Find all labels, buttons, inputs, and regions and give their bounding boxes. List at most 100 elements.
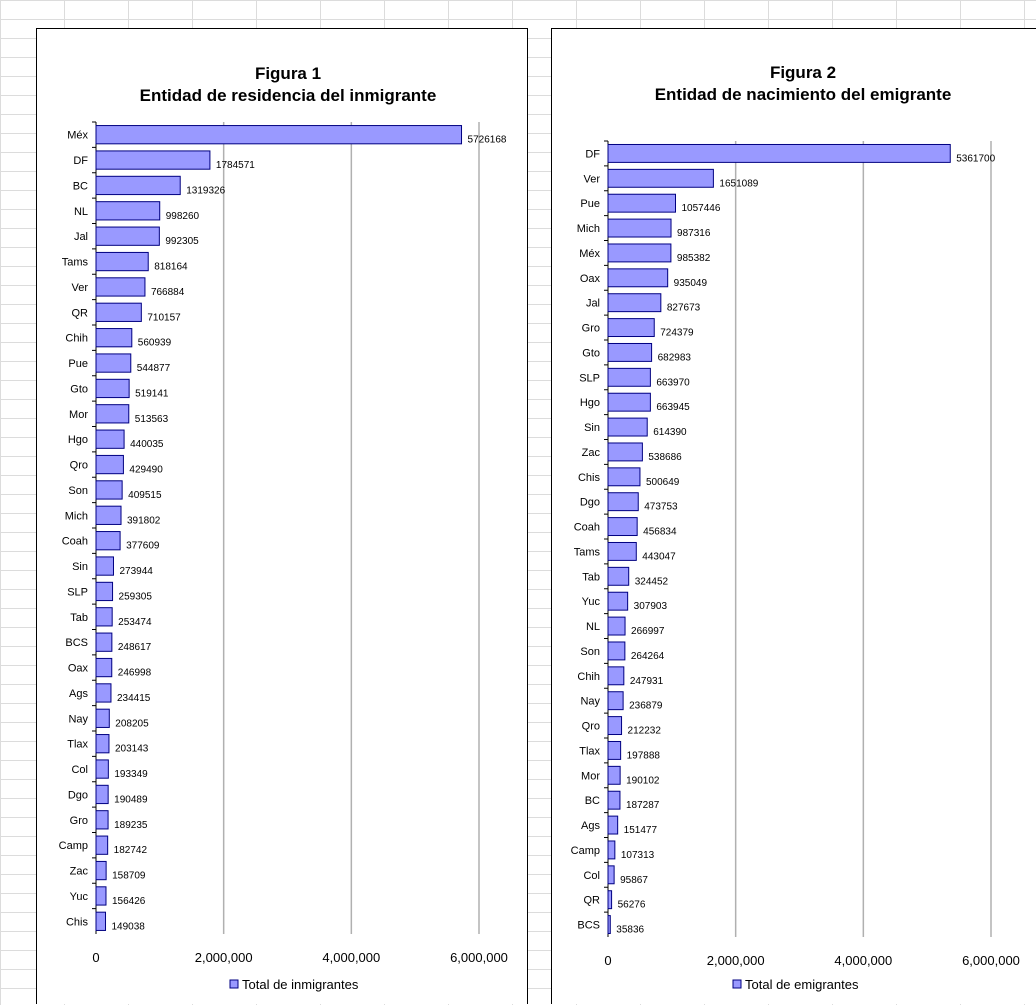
bar (95, 378, 130, 399)
bar (95, 556, 114, 576)
value-label: 987316 (677, 228, 711, 239)
value-label: 1319326 (186, 185, 225, 196)
x-tick-label: 4,000,000 (322, 950, 380, 965)
bar (607, 815, 619, 835)
value-label: 248617 (118, 642, 152, 653)
category-label: Camp (571, 845, 600, 857)
category-label: Chis (66, 916, 89, 928)
bar (95, 632, 113, 652)
bar (95, 581, 114, 602)
category-label: Gto (582, 347, 600, 359)
value-label: 710157 (147, 312, 181, 323)
bar (607, 890, 613, 910)
value-label: 190102 (626, 775, 660, 786)
chart-subtitle: Entidad de nacimiento del emigrante (655, 85, 952, 104)
value-label: 1784571 (216, 160, 255, 171)
value-label: 190489 (114, 794, 148, 805)
value-label: 212232 (628, 726, 662, 737)
category-label: Tlax (579, 745, 600, 757)
bar (607, 716, 623, 736)
category-label: SLP (67, 586, 88, 598)
bar (95, 429, 125, 449)
x-tick-label: 6,000,000 (962, 953, 1020, 968)
bar (95, 454, 124, 475)
value-label: 197888 (627, 750, 661, 761)
bar (607, 915, 611, 935)
value-label: 560939 (138, 338, 172, 349)
chart-title: Figura 1 (255, 64, 321, 83)
category-label: SLP (579, 372, 600, 384)
value-label: 35836 (616, 925, 644, 936)
value-label: 544877 (137, 363, 171, 374)
bar (607, 293, 662, 313)
category-label: Mich (65, 510, 88, 522)
category-label: Mor (581, 770, 600, 782)
category-label: Pue (68, 358, 88, 370)
bar (607, 591, 629, 611)
legend-swatch (229, 979, 239, 989)
x-tick-label: 2,000,000 (195, 950, 253, 965)
category-label: Yuc (582, 596, 601, 608)
category-label: Oax (68, 663, 89, 675)
bar (95, 328, 133, 348)
category-label: Tams (62, 257, 89, 269)
value-label: 236879 (629, 701, 663, 712)
category-label: Dgo (580, 497, 600, 509)
bar (607, 691, 624, 711)
value-label: 443047 (642, 551, 676, 562)
legend-label: Total de inmigrantes (242, 977, 359, 992)
category-label: Dgo (68, 789, 88, 801)
category-label: DF (585, 148, 600, 160)
value-label: 234415 (117, 693, 151, 704)
bar (607, 143, 951, 163)
value-label: 538686 (648, 452, 682, 463)
category-label: Qro (582, 721, 600, 733)
bar (95, 150, 211, 170)
bar (95, 810, 109, 830)
bar (95, 886, 107, 906)
value-label: 391802 (127, 515, 161, 526)
category-label: Tab (70, 612, 88, 624)
chart-figura-2: Figura 2 Entidad de nacimiento del emigra… (571, 63, 1020, 992)
bar (607, 740, 622, 760)
bar (95, 835, 109, 855)
value-label: 1651089 (719, 178, 758, 189)
x-tick-label: 0 (92, 950, 99, 965)
chart-panel-figura-1: Figura 1 Entidad de residencia del inmigr… (36, 28, 528, 1004)
value-label: 827673 (667, 303, 701, 314)
value-label: 246998 (118, 668, 152, 679)
category-label: Col (583, 870, 600, 882)
bar (607, 865, 615, 885)
category-label: QR (72, 307, 89, 319)
category-label: Col (71, 764, 88, 776)
value-label: 409515 (128, 490, 162, 501)
bar (95, 505, 122, 525)
bar (607, 492, 639, 512)
value-label: 935049 (674, 278, 708, 289)
category-label: BC (585, 795, 600, 807)
x-tick-label: 4,000,000 (834, 953, 892, 968)
category-label: Mor (69, 409, 88, 421)
category-label: Zac (582, 447, 601, 459)
value-label: 1057446 (682, 203, 721, 214)
value-label: 189235 (114, 820, 148, 831)
category-label: Chis (578, 472, 601, 484)
category-label: NL (74, 206, 88, 218)
bar (95, 353, 132, 373)
category-label: Tab (582, 571, 600, 583)
bar (607, 318, 655, 338)
bar (95, 201, 161, 221)
value-label: 264264 (631, 651, 665, 662)
bar (95, 302, 142, 322)
category-label: NL (586, 621, 600, 633)
bar (95, 277, 146, 297)
bar (95, 708, 110, 728)
category-label: Ags (69, 688, 88, 700)
category-label: Zac (70, 866, 89, 878)
bar (95, 251, 149, 272)
category-label: Camp (59, 840, 88, 852)
category-label: Hgo (68, 434, 88, 446)
bar (95, 784, 109, 805)
value-label: 992305 (165, 236, 199, 247)
legend-label: Total de emigrantes (745, 977, 859, 992)
